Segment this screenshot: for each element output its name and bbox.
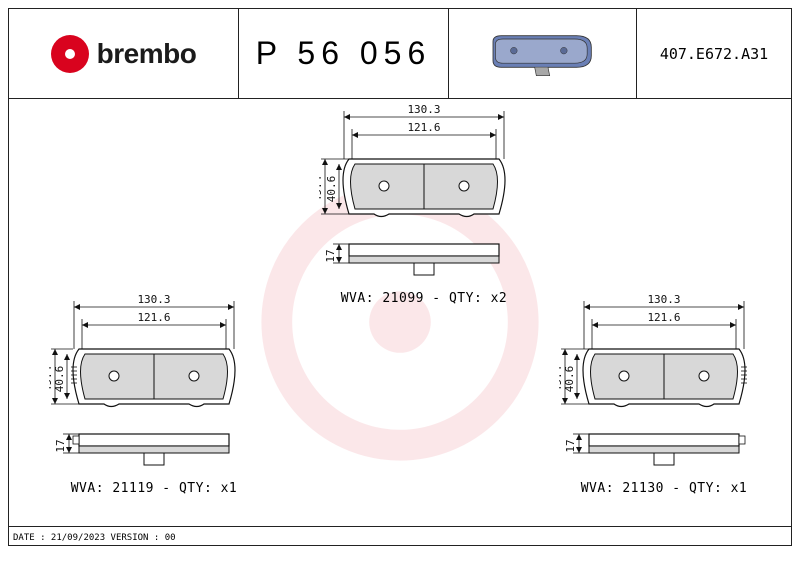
dim-width-overall: 130.3 [407, 103, 440, 116]
drawing-area: 130.3 121.6 49.4 [9, 99, 791, 545]
svg-text:40.6: 40.6 [53, 366, 66, 393]
brand-name: brembo [97, 38, 197, 70]
header: brembo P 56 056 407.E672.A31 [9, 9, 791, 99]
iso-view-cell [449, 9, 636, 98]
svg-text:121.6: 121.6 [647, 311, 680, 324]
brake-pad-right: 130.3 121.6 [559, 289, 769, 519]
svg-text:121.6: 121.6 [137, 311, 170, 324]
svg-text:17: 17 [54, 439, 67, 452]
part-number: P 56 056 [239, 9, 449, 98]
dim-height-outer: 49.4 [319, 175, 324, 202]
caption-top: WVA: 21099 - QTY: x2 [319, 291, 529, 306]
brembo-logo-icon [51, 35, 89, 73]
caption-right: WVA: 21130 - QTY: x1 [559, 481, 769, 496]
footer-text: DATE : 21/09/2023 VERSION : 00 [13, 533, 176, 543]
brake-pad-top: 130.3 121.6 49.4 [319, 99, 529, 309]
drawing-frame: brembo P 56 056 407.E672.A31 [8, 8, 792, 546]
svg-text:130.3: 130.3 [647, 293, 680, 306]
dim-height-inner: 40.6 [325, 176, 338, 203]
svg-text:40.6: 40.6 [563, 366, 576, 393]
caption-left: WVA: 21119 - QTY: x1 [49, 481, 259, 496]
dim-width-inner: 121.6 [407, 121, 440, 134]
svg-text:130.3: 130.3 [137, 293, 170, 306]
footer-rule [9, 526, 791, 528]
doc-code: 407.E672.A31 [636, 9, 791, 98]
brand-cell: brembo [9, 9, 239, 98]
brake-pad-3d-icon [473, 29, 613, 79]
brake-pad-left: 130.3 121.6 [49, 289, 259, 519]
svg-text:17: 17 [564, 439, 577, 452]
dim-thickness: 17 [324, 249, 337, 262]
